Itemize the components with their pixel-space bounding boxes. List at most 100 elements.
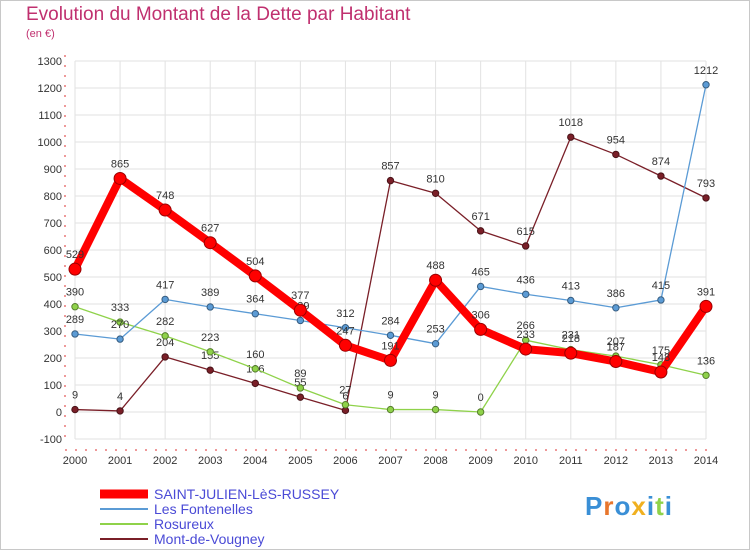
data-point — [609, 355, 623, 369]
data-label: 874 — [652, 156, 670, 168]
data-label: 306 — [471, 309, 489, 321]
y-tick-label: 900 — [44, 164, 62, 176]
data-label: 417 — [156, 279, 174, 291]
data-label: 377 — [291, 290, 309, 302]
y-tick-label: 600 — [44, 245, 62, 257]
data-label: 223 — [201, 332, 219, 344]
data-point — [296, 316, 305, 325]
data-label: 413 — [562, 280, 580, 292]
data-label: 270 — [111, 319, 129, 331]
data-point — [476, 227, 485, 235]
data-point — [203, 236, 217, 250]
data-label: 627 — [201, 223, 219, 235]
legend-label: Les Fontenelles — [154, 501, 253, 517]
data-label: 27 — [339, 385, 351, 397]
data-point — [384, 353, 397, 367]
legend-label: Mont-de-Vougney — [154, 531, 265, 547]
data-label: 231 — [562, 330, 580, 342]
data-point — [431, 189, 440, 198]
data-label: 136 — [697, 355, 715, 367]
data-label: 1212 — [694, 65, 718, 77]
data-label: 233 — [517, 329, 535, 341]
data-point — [338, 338, 352, 352]
data-point — [71, 405, 79, 414]
data-point — [251, 365, 259, 373]
data-label: 9 — [433, 390, 439, 402]
data-point — [206, 366, 214, 374]
logo-letter: i — [664, 491, 673, 521]
y-tick-label: 300 — [44, 326, 62, 338]
y-tick-label: 1100 — [38, 110, 62, 122]
data-label: 89 — [294, 368, 306, 380]
x-tick-label: 2014 — [694, 455, 718, 467]
data-label: 386 — [607, 288, 625, 300]
data-point — [206, 348, 214, 356]
data-point — [386, 176, 395, 185]
x-tick-label: 2002 — [153, 455, 177, 467]
x-tick-label: 2008 — [423, 455, 447, 467]
data-label: 333 — [111, 302, 129, 314]
x-tick-label: 2000 — [63, 455, 87, 467]
data-label: 266 — [517, 320, 535, 332]
data-point — [206, 303, 214, 311]
logo-letter: x — [631, 491, 647, 521]
data-point — [522, 242, 530, 250]
data-label: 793 — [697, 178, 715, 190]
data-label: 671 — [471, 211, 489, 223]
data-point — [116, 407, 124, 415]
chart-unit-label: (en €) — [26, 28, 55, 40]
chart-title: Evolution du Montant de la Dette par Hab… — [26, 4, 411, 25]
data-point — [474, 322, 488, 336]
data-label: 253 — [426, 324, 444, 336]
data-point — [161, 295, 169, 304]
data-point — [113, 171, 127, 185]
data-point — [476, 282, 485, 291]
logo-letter: t — [655, 491, 665, 521]
data-point — [657, 172, 665, 180]
data-point — [522, 290, 530, 298]
data-point — [429, 273, 443, 287]
data-point — [567, 296, 575, 305]
data-point — [612, 150, 620, 159]
data-label: 207 — [607, 336, 625, 348]
data-point — [71, 303, 79, 311]
x-tick-label: 2006 — [333, 455, 357, 467]
data-label: 390 — [66, 287, 84, 299]
data-point — [386, 405, 395, 414]
y-tick-label: 500 — [44, 272, 62, 284]
data-label: 465 — [471, 266, 489, 278]
data-label: 748 — [156, 190, 174, 202]
data-label: 857 — [381, 161, 399, 173]
data-label: 810 — [426, 173, 444, 185]
y-tick-label: -100 — [40, 434, 62, 446]
data-point — [158, 203, 172, 217]
data-label: 529 — [66, 249, 84, 261]
x-tick-label: 2005 — [288, 455, 312, 467]
x-tick-label: 2007 — [378, 455, 402, 467]
data-point — [386, 331, 395, 340]
legend-label: SAINT-JULIEN-LèS-RUSSEY — [154, 486, 340, 502]
data-point — [116, 318, 124, 326]
data-label: 436 — [517, 274, 535, 286]
data-point — [251, 379, 259, 388]
data-point — [71, 330, 79, 338]
data-point — [296, 393, 305, 401]
data-point — [654, 365, 668, 379]
data-label: 9 — [387, 390, 393, 402]
y-tick-label: 100 — [44, 380, 62, 392]
data-point — [293, 303, 307, 317]
data-label: 148 — [652, 352, 670, 364]
logo-letter: P — [585, 491, 604, 521]
data-label: 504 — [246, 256, 264, 268]
x-tick-label: 2004 — [243, 455, 267, 467]
legend-label: Rosureux — [154, 516, 214, 532]
data-point — [68, 262, 82, 276]
data-label: 0 — [478, 392, 484, 404]
data-point — [431, 405, 440, 414]
data-label: 218 — [562, 333, 580, 345]
data-label: 191 — [381, 340, 399, 352]
data-label: 175 — [652, 345, 670, 357]
data-point — [431, 339, 440, 348]
data-label: 615 — [517, 226, 535, 238]
